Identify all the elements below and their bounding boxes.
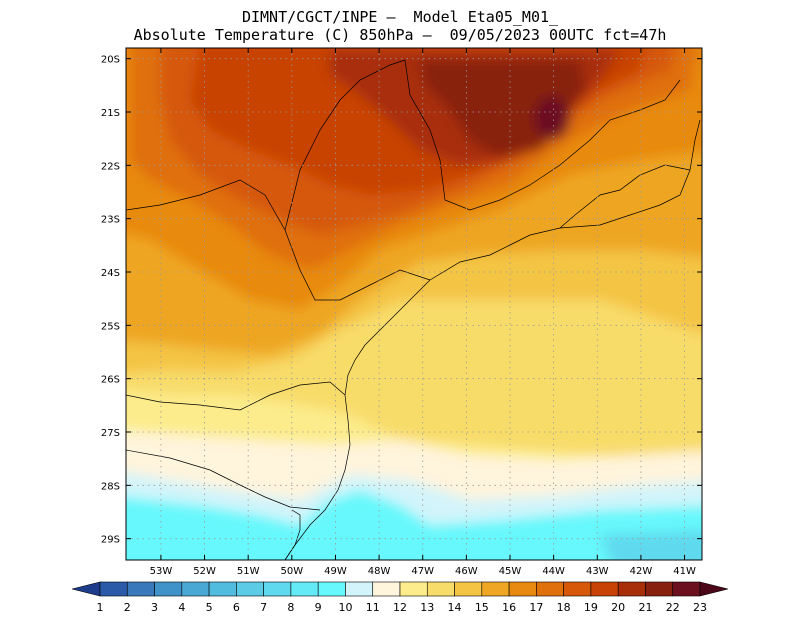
- colorbar-label: 9: [315, 601, 322, 614]
- colorbar-label: 6: [233, 601, 240, 614]
- latitude-axis: 20S 21S 22S 23S 24S 25S 26S 27S 28S 29S: [101, 55, 702, 546]
- colorbar-segment: [399, 581, 428, 597]
- chart-title-line1: DIMNT/CGCT/INPE — Model Eta05_M01_: [241, 8, 559, 26]
- colorbar-segment: [617, 581, 646, 597]
- boundary-sp-mg: [404, 59, 681, 211]
- lat-label: 26S: [101, 375, 120, 386]
- colorbar-label: 3: [151, 601, 158, 614]
- colorbar-label: 17: [529, 601, 543, 614]
- colorbar-label: 8: [287, 601, 294, 614]
- lon-label: 44W: [542, 566, 565, 577]
- colorbar-label: 13: [420, 601, 434, 614]
- colorbar-segment: [99, 581, 128, 597]
- colorbar-label: 23: [693, 601, 707, 614]
- colorbar-label: 18: [557, 601, 571, 614]
- lon-label: 53W: [150, 566, 173, 577]
- boundary-pr-sp: [126, 179, 431, 301]
- boundary-sc-pr: [126, 381, 346, 411]
- colorbar-label: 21: [638, 601, 652, 614]
- lat-label: 24S: [101, 268, 120, 279]
- colorbar-label: 1: [97, 601, 104, 614]
- colorbar-segment: [699, 581, 729, 597]
- colorbar-label: 7: [260, 601, 267, 614]
- colorbar-segment: [645, 581, 674, 597]
- colorbar-label: 4: [178, 601, 185, 614]
- colorbar-segment: [236, 581, 264, 597]
- lat-label: 28S: [101, 481, 120, 492]
- colorbar-label: 20: [611, 601, 625, 614]
- colorbar-label: 14: [448, 601, 462, 614]
- chart-title-line2: Absolute Temperature (C) 850hPa — 09/05/…: [133, 26, 667, 44]
- colorbar-segment: [481, 581, 510, 597]
- colorbar-segment: [154, 581, 183, 597]
- colorbar-label: 2: [124, 601, 131, 614]
- colorbar-label: 16: [502, 601, 516, 614]
- lat-label: 22S: [101, 161, 120, 172]
- field-band-10: [126, 490, 702, 560]
- colorbar-label: 5: [206, 601, 213, 614]
- lat-label: 27S: [101, 428, 120, 439]
- colorbar-segment: [263, 581, 292, 597]
- lon-label: 49W: [324, 566, 347, 577]
- colorbar-segment: [290, 581, 319, 597]
- colorbar-segment: [126, 581, 155, 597]
- longitude-axis: 53W 52W 51W 50W 49W 48W 47W 46W 45W 44W 43W 42W 41W: [150, 48, 696, 577]
- lon-label: 43W: [586, 566, 609, 577]
- lat-label: 21S: [101, 108, 120, 119]
- lon-label: 51W: [237, 566, 260, 577]
- colorbar-segment: [372, 581, 401, 597]
- colorbar-segment: [536, 581, 564, 597]
- colorbar-segment: [672, 581, 701, 597]
- colorbar-label: 15: [475, 601, 489, 614]
- lon-label: 45W: [499, 566, 522, 577]
- boundary-rs-sc: [126, 449, 321, 511]
- lat-label: 29S: [101, 535, 120, 546]
- colorbar-label: 12: [393, 601, 407, 614]
- lon-label: 46W: [455, 566, 478, 577]
- colorbar-segment: [590, 581, 619, 597]
- colorbar-label: 11: [366, 601, 380, 614]
- temperature-field: [126, 48, 702, 560]
- field-band-23: [534, 96, 570, 140]
- colorbar-label: 10: [338, 601, 352, 614]
- colorbar-segment: [508, 581, 537, 597]
- field-band-9: [600, 530, 702, 560]
- plot-frame: [125, 47, 703, 561]
- colorbar-segment: [317, 581, 346, 597]
- coastline-south: [284, 279, 431, 560]
- lon-label: 50W: [281, 566, 304, 577]
- lon-label: 41W: [673, 566, 696, 577]
- colorbar-segment: [71, 581, 101, 597]
- colorbar-label: 19: [584, 601, 598, 614]
- boundary-ms-sp: [284, 59, 406, 231]
- colorbar-segment: [345, 581, 374, 597]
- lon-label: 47W: [411, 566, 434, 577]
- colorbar-segment: [181, 581, 210, 597]
- lat-label: 20S: [101, 55, 120, 66]
- graticule: [126, 48, 702, 560]
- lat-label: 25S: [101, 321, 120, 332]
- colorbar: 1 2 3 4 5 6 7 8 9 10 11 12 13 14 15 16 17 18 19 20 21 22 23: [71, 581, 729, 614]
- colorbar-label: 22: [666, 601, 680, 614]
- colorbar-segment: [563, 581, 592, 597]
- lon-label: 52W: [193, 566, 216, 577]
- lon-label: 42W: [630, 566, 653, 577]
- lat-label: 23S: [101, 215, 120, 226]
- colorbar-segment: [454, 581, 483, 597]
- colorbar-segment: [208, 581, 237, 597]
- lon-label: 48W: [368, 566, 391, 577]
- colorbar-segment: [426, 581, 455, 597]
